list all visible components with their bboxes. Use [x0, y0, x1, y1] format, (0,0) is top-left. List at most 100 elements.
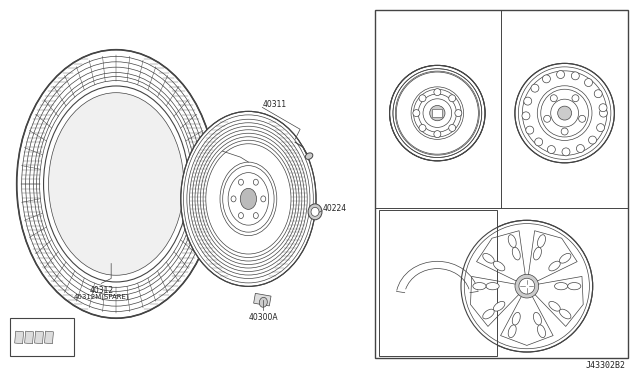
Text: SPARE WHEEL: SPARE WHEEL: [380, 16, 431, 25]
Bar: [15, 331, 24, 344]
Ellipse shape: [449, 125, 456, 131]
Ellipse shape: [434, 89, 441, 96]
Ellipse shape: [473, 283, 486, 290]
Text: 16X6.5JJ: 16X6.5JJ: [547, 29, 582, 38]
Text: 40315M: 40315M: [397, 283, 428, 293]
Ellipse shape: [533, 247, 541, 260]
Ellipse shape: [305, 153, 313, 159]
Ellipse shape: [239, 212, 243, 218]
Ellipse shape: [461, 220, 593, 352]
Text: 40300A: 40300A: [248, 313, 278, 322]
Ellipse shape: [508, 235, 516, 247]
Bar: [45, 331, 54, 344]
Ellipse shape: [550, 99, 579, 127]
Ellipse shape: [483, 253, 494, 263]
Ellipse shape: [259, 297, 268, 307]
Ellipse shape: [549, 261, 560, 271]
Ellipse shape: [577, 145, 584, 153]
Ellipse shape: [600, 109, 607, 117]
Ellipse shape: [584, 78, 593, 87]
Ellipse shape: [595, 90, 602, 98]
Ellipse shape: [449, 95, 456, 102]
Ellipse shape: [419, 95, 426, 102]
Ellipse shape: [599, 104, 607, 112]
Ellipse shape: [572, 72, 579, 80]
Bar: [10, 318, 74, 356]
Ellipse shape: [534, 138, 543, 146]
Ellipse shape: [493, 261, 505, 271]
Ellipse shape: [547, 145, 556, 154]
Text: 40312: 40312: [89, 286, 113, 295]
Ellipse shape: [508, 325, 516, 338]
Ellipse shape: [519, 278, 535, 294]
Ellipse shape: [434, 131, 441, 138]
Ellipse shape: [515, 63, 614, 163]
Ellipse shape: [559, 309, 571, 319]
Bar: [35, 331, 44, 344]
Ellipse shape: [559, 253, 571, 263]
Text: 40300AA: 40300AA: [15, 324, 50, 333]
Bar: [433, 109, 442, 117]
Text: 40300P: 40300P: [423, 189, 452, 198]
Ellipse shape: [572, 95, 579, 102]
Ellipse shape: [596, 124, 605, 132]
Ellipse shape: [419, 125, 426, 131]
Text: 40224: 40224: [323, 204, 347, 213]
Ellipse shape: [550, 95, 557, 102]
Ellipse shape: [538, 235, 545, 247]
Ellipse shape: [49, 93, 184, 275]
Ellipse shape: [17, 50, 216, 318]
Ellipse shape: [538, 325, 545, 338]
Ellipse shape: [533, 312, 541, 325]
Ellipse shape: [515, 274, 539, 298]
Ellipse shape: [411, 87, 463, 140]
Ellipse shape: [180, 111, 316, 286]
Ellipse shape: [531, 84, 539, 92]
Ellipse shape: [240, 188, 257, 209]
Ellipse shape: [390, 65, 485, 161]
Ellipse shape: [239, 179, 243, 185]
Ellipse shape: [483, 309, 494, 319]
Ellipse shape: [253, 179, 259, 185]
Ellipse shape: [579, 115, 586, 122]
Ellipse shape: [543, 115, 550, 122]
Ellipse shape: [562, 148, 570, 156]
Text: J43302B2: J43302B2: [586, 361, 625, 370]
Text: 40312M(SPARE): 40312M(SPARE): [74, 294, 129, 300]
Ellipse shape: [308, 204, 322, 220]
Ellipse shape: [589, 136, 596, 144]
Ellipse shape: [253, 212, 259, 218]
Text: 40311: 40311: [262, 100, 287, 109]
Text: WHEEL COVER: WHEEL COVER: [380, 214, 431, 223]
Ellipse shape: [522, 112, 530, 120]
Text: 40300P: 40300P: [223, 150, 252, 158]
Ellipse shape: [413, 110, 420, 116]
Ellipse shape: [231, 196, 236, 202]
Text: 40300: 40300: [552, 189, 577, 198]
Bar: [379, 210, 497, 356]
Ellipse shape: [486, 283, 499, 290]
Ellipse shape: [538, 86, 592, 141]
Bar: [374, 10, 628, 358]
Ellipse shape: [557, 71, 564, 78]
Ellipse shape: [561, 128, 568, 135]
Ellipse shape: [524, 97, 532, 105]
Ellipse shape: [512, 312, 520, 325]
Ellipse shape: [549, 301, 560, 311]
Ellipse shape: [455, 110, 462, 116]
Ellipse shape: [526, 126, 534, 134]
Bar: [253, 294, 271, 306]
Ellipse shape: [220, 162, 277, 235]
Text: 40300: 40300: [223, 143, 247, 152]
Ellipse shape: [311, 207, 319, 216]
Ellipse shape: [429, 106, 445, 121]
Ellipse shape: [260, 196, 266, 202]
Text: 40353: 40353: [425, 217, 449, 226]
Ellipse shape: [512, 247, 520, 260]
Ellipse shape: [554, 283, 568, 290]
Ellipse shape: [543, 75, 550, 83]
Ellipse shape: [568, 283, 581, 290]
Text: 16X4T: 16X4T: [424, 29, 451, 38]
Bar: [24, 331, 33, 344]
Text: STEEL WHEEL: STEEL WHEEL: [506, 16, 557, 25]
